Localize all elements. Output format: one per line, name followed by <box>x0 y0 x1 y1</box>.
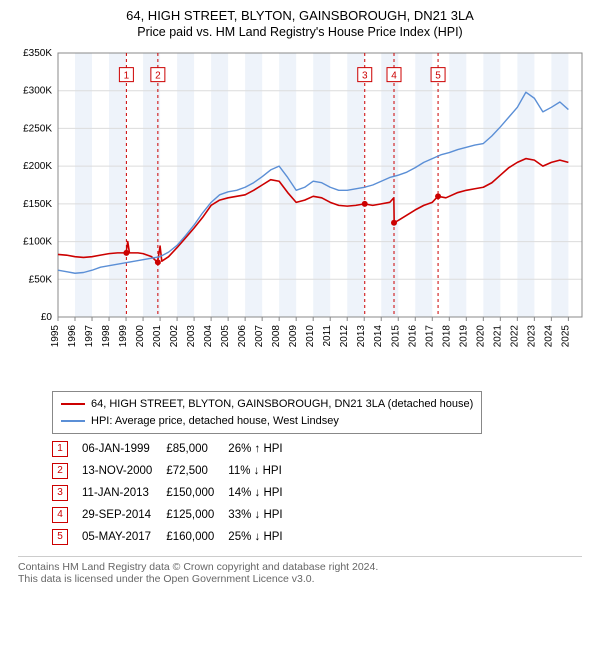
svg-text:£150K: £150K <box>23 199 52 210</box>
svg-text:2009: 2009 <box>288 325 299 348</box>
transaction-marker: 5 <box>52 529 68 545</box>
transaction-marker: 1 <box>52 441 68 457</box>
legend-row-hpi: HPI: Average price, detached house, West… <box>61 413 473 430</box>
transaction-date: 13-NOV-2000 <box>82 460 166 482</box>
svg-text:2010: 2010 <box>305 325 316 348</box>
footer: Contains HM Land Registry data © Crown c… <box>18 556 582 585</box>
svg-text:£350K: £350K <box>23 48 52 59</box>
svg-text:2004: 2004 <box>203 325 214 348</box>
transaction-marker: 4 <box>52 507 68 523</box>
svg-text:4: 4 <box>391 71 397 82</box>
table-row: 3 11-JAN-2013£150,00014% ↓ HPI <box>52 482 297 504</box>
svg-text:2002: 2002 <box>169 325 180 348</box>
table-row: 5 05-MAY-2017£160,00025% ↓ HPI <box>52 526 297 548</box>
transaction-date: 29-SEP-2014 <box>82 504 166 526</box>
svg-text:1995: 1995 <box>50 325 61 348</box>
svg-text:£300K: £300K <box>23 86 52 97</box>
transaction-marker: 3 <box>52 485 68 501</box>
svg-text:2020: 2020 <box>475 325 486 348</box>
svg-text:2015: 2015 <box>390 325 401 348</box>
svg-text:2003: 2003 <box>186 325 197 348</box>
footer-line1: Contains HM Land Registry data © Crown c… <box>18 561 582 573</box>
legend-label: HPI: Average price, detached house, West… <box>91 413 339 430</box>
svg-text:£50K: £50K <box>29 274 53 285</box>
svg-text:2012: 2012 <box>339 325 350 348</box>
legend-swatch <box>61 403 85 405</box>
svg-text:2013: 2013 <box>356 325 367 348</box>
svg-text:2019: 2019 <box>458 325 469 348</box>
transaction-price: £125,000 <box>166 504 228 526</box>
transaction-delta: 33% ↓ HPI <box>228 504 296 526</box>
svg-text:1998: 1998 <box>101 325 112 348</box>
title-subtitle: Price paid vs. HM Land Registry's House … <box>10 25 590 39</box>
svg-text:2006: 2006 <box>237 325 248 348</box>
title-address: 64, HIGH STREET, BLYTON, GAINSBOROUGH, D… <box>10 8 590 23</box>
transaction-delta: 25% ↓ HPI <box>228 526 296 548</box>
title-block: 64, HIGH STREET, BLYTON, GAINSBOROUGH, D… <box>10 8 590 39</box>
svg-text:2008: 2008 <box>271 325 282 348</box>
svg-text:1: 1 <box>124 71 130 82</box>
svg-text:2024: 2024 <box>543 325 554 348</box>
svg-text:2007: 2007 <box>254 325 265 348</box>
transaction-marker: 2 <box>52 463 68 479</box>
svg-text:2000: 2000 <box>135 325 146 348</box>
legend-swatch <box>61 420 85 422</box>
svg-text:2001: 2001 <box>152 325 163 348</box>
svg-text:£200K: £200K <box>23 161 52 172</box>
svg-text:2025: 2025 <box>560 325 571 348</box>
svg-text:2023: 2023 <box>526 325 537 348</box>
svg-text:1999: 1999 <box>118 325 129 348</box>
svg-text:2017: 2017 <box>424 325 435 348</box>
transaction-delta: 26% ↑ HPI <box>228 438 296 460</box>
transaction-date: 11-JAN-2013 <box>82 482 166 504</box>
legend-label: 64, HIGH STREET, BLYTON, GAINSBOROUGH, D… <box>91 396 473 413</box>
transaction-date: 06-JAN-1999 <box>82 438 166 460</box>
legend-row-property: 64, HIGH STREET, BLYTON, GAINSBOROUGH, D… <box>61 396 473 413</box>
svg-text:3: 3 <box>362 71 368 82</box>
svg-text:2005: 2005 <box>220 325 231 348</box>
svg-text:£100K: £100K <box>23 237 52 248</box>
svg-text:2: 2 <box>155 71 161 82</box>
svg-text:1997: 1997 <box>84 325 95 348</box>
transaction-delta: 11% ↓ HPI <box>228 460 296 482</box>
table-row: 4 29-SEP-2014£125,00033% ↓ HPI <box>52 504 297 526</box>
svg-text:2018: 2018 <box>441 325 452 348</box>
svg-text:£250K: £250K <box>23 123 52 134</box>
footer-line2: This data is licensed under the Open Gov… <box>18 573 582 585</box>
svg-text:2014: 2014 <box>373 325 384 348</box>
transactions-table: 1 06-JAN-1999£85,00026% ↑ HPI 2 13-NOV-2000… <box>52 438 297 548</box>
table-row: 1 06-JAN-1999£85,00026% ↑ HPI <box>52 438 297 460</box>
transaction-price: £72,500 <box>166 460 228 482</box>
svg-text:2016: 2016 <box>407 325 418 348</box>
svg-text:2021: 2021 <box>492 325 503 348</box>
svg-text:2011: 2011 <box>322 325 333 347</box>
svg-text:£0: £0 <box>41 312 53 323</box>
transaction-delta: 14% ↓ HPI <box>228 482 296 504</box>
svg-text:5: 5 <box>435 71 441 82</box>
transaction-price: £160,000 <box>166 526 228 548</box>
svg-text:2022: 2022 <box>509 325 520 348</box>
table-row: 2 13-NOV-2000£72,50011% ↓ HPI <box>52 460 297 482</box>
page-root: 64, HIGH STREET, BLYTON, GAINSBOROUGH, D… <box>0 0 600 595</box>
chart-svg: £0 £50K £100K £150K £200K £250K £300K £350K 1995… <box>10 45 590 385</box>
transaction-price: £85,000 <box>166 438 228 460</box>
transaction-date: 05-MAY-2017 <box>82 526 166 548</box>
price-chart: £0 £50K £100K £150K £200K £250K £300K £350K 1995… <box>10 45 590 385</box>
legend-box: 64, HIGH STREET, BLYTON, GAINSBOROUGH, D… <box>52 391 482 434</box>
svg-text:1996: 1996 <box>67 325 78 348</box>
transaction-price: £150,000 <box>166 482 228 504</box>
